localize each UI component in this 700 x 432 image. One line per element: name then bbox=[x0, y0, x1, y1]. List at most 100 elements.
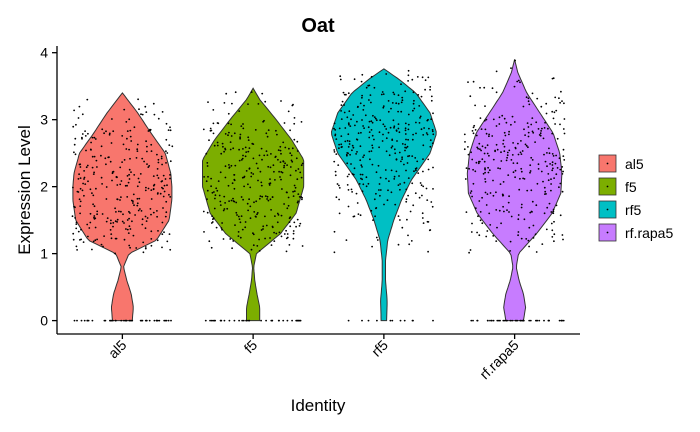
data-point bbox=[119, 183, 122, 186]
data-point bbox=[393, 93, 396, 96]
data-point bbox=[128, 118, 131, 121]
data-point bbox=[472, 126, 475, 129]
data-point bbox=[551, 169, 554, 172]
data-point bbox=[239, 136, 242, 139]
legend-item-al5: al5 bbox=[598, 154, 644, 173]
data-point bbox=[103, 319, 106, 322]
data-point bbox=[242, 123, 244, 125]
data-point bbox=[280, 100, 282, 102]
data-point bbox=[280, 152, 282, 155]
data-point bbox=[111, 319, 114, 322]
data-point bbox=[265, 132, 268, 135]
data-point bbox=[212, 132, 215, 135]
data-point bbox=[368, 131, 371, 134]
data-point bbox=[283, 122, 286, 124]
data-point bbox=[247, 183, 249, 186]
data-point bbox=[546, 206, 549, 209]
data-point bbox=[511, 319, 513, 322]
data-point bbox=[206, 165, 209, 167]
data-point bbox=[121, 135, 124, 137]
data-point bbox=[534, 233, 537, 236]
data-point bbox=[150, 150, 153, 153]
data-point bbox=[429, 139, 432, 142]
data-point bbox=[520, 140, 522, 142]
data-point bbox=[506, 154, 509, 157]
data-point bbox=[227, 134, 229, 137]
data-point bbox=[338, 147, 340, 150]
data-point bbox=[116, 221, 118, 223]
data-point bbox=[165, 138, 168, 141]
data-point bbox=[207, 101, 209, 103]
data-point bbox=[375, 236, 378, 239]
data-point bbox=[520, 167, 523, 170]
data-point bbox=[397, 215, 400, 218]
data-point bbox=[239, 137, 242, 140]
data-point bbox=[516, 162, 519, 165]
data-point bbox=[110, 142, 113, 144]
data-point bbox=[166, 152, 169, 154]
data-point bbox=[416, 160, 419, 163]
data-point bbox=[527, 239, 530, 242]
data-point bbox=[222, 209, 225, 212]
data-point bbox=[369, 94, 372, 96]
legend-dot bbox=[606, 162, 609, 165]
data-point bbox=[400, 101, 403, 104]
data-point bbox=[479, 219, 482, 222]
data-point bbox=[293, 184, 296, 187]
data-point bbox=[162, 187, 164, 190]
data-point bbox=[156, 193, 159, 195]
data-point bbox=[524, 134, 526, 137]
data-point bbox=[382, 123, 385, 126]
data-point bbox=[361, 73, 364, 76]
data-point bbox=[228, 166, 231, 169]
data-point bbox=[141, 157, 144, 160]
data-point bbox=[299, 319, 301, 322]
data-point bbox=[529, 170, 532, 172]
data-point bbox=[334, 134, 337, 137]
data-point bbox=[87, 132, 89, 135]
data-point bbox=[213, 144, 216, 147]
data-point bbox=[152, 175, 155, 178]
data-point bbox=[522, 105, 525, 108]
data-point bbox=[390, 146, 393, 149]
data-point bbox=[213, 319, 216, 322]
data-point bbox=[513, 85, 516, 88]
data-point bbox=[355, 138, 358, 141]
data-point bbox=[266, 198, 268, 200]
data-point bbox=[348, 143, 351, 145]
data-point bbox=[250, 172, 253, 174]
data-point bbox=[488, 154, 490, 157]
data-point bbox=[419, 115, 422, 118]
data-point bbox=[503, 210, 505, 213]
data-point bbox=[412, 102, 415, 105]
data-point bbox=[285, 191, 288, 194]
data-point bbox=[136, 150, 139, 153]
data-point bbox=[547, 127, 549, 130]
data-point bbox=[360, 131, 362, 134]
data-point bbox=[94, 138, 97, 140]
data-point bbox=[283, 233, 286, 235]
data-point bbox=[351, 144, 354, 147]
data-point bbox=[385, 137, 388, 140]
data-point bbox=[127, 210, 130, 213]
legend-label: f5 bbox=[625, 179, 637, 195]
data-point bbox=[266, 154, 269, 157]
data-point bbox=[333, 251, 336, 254]
data-point bbox=[555, 154, 557, 157]
data-point bbox=[269, 166, 272, 169]
data-point bbox=[361, 190, 364, 193]
data-point bbox=[217, 122, 220, 125]
data-point bbox=[559, 101, 561, 104]
points-rf.rapa5 bbox=[463, 59, 566, 322]
data-point bbox=[301, 162, 304, 165]
data-point bbox=[136, 197, 139, 200]
data-point bbox=[362, 183, 365, 186]
data-point bbox=[144, 227, 147, 230]
data-point bbox=[520, 203, 523, 206]
data-point bbox=[223, 208, 226, 210]
data-point bbox=[350, 188, 353, 191]
data-point bbox=[430, 99, 433, 102]
data-point bbox=[407, 194, 409, 197]
data-point bbox=[252, 232, 254, 235]
data-point bbox=[157, 177, 160, 179]
